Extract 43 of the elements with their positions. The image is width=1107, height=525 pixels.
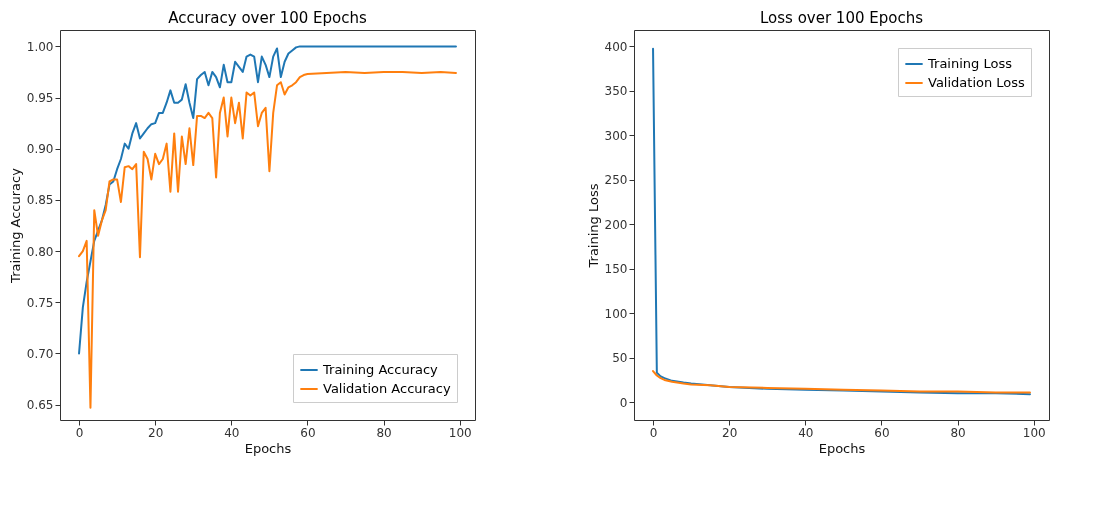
y-tick-label: 0 [619,395,628,410]
chart-title: Loss over 100 Epochs [759,9,924,27]
line-series [78,45,457,355]
x-tick-label: 40 [224,425,240,440]
y-tick-label: 0.90 [26,142,54,157]
x-tick-label: 0 [75,425,84,440]
y-tick-label: 100 [604,306,628,321]
x-tick-label: 80 [376,425,392,440]
x-axis-title: Epochs [818,440,866,456]
x-tick-label: 20 [148,425,164,440]
y-tick-label: 1.00 [26,39,54,54]
y-tick-label: 200 [604,217,628,232]
y-tick-label: 0.75 [26,295,54,310]
x-tick-label: 100 [448,425,472,440]
y-tick-label: 0.80 [26,244,54,259]
legend-label: Training Accuracy [322,362,439,377]
y-tick-label: 400 [604,39,628,54]
y-tick-label: 350 [604,84,628,99]
x-tick-label: 60 [874,425,890,440]
x-axis-title: Epochs [244,440,292,456]
chart-title: Accuracy over 100 Epochs [168,9,367,27]
x-tick-label: 80 [950,425,966,440]
x-tick-label: 20 [722,425,738,440]
y-tick-label: 150 [604,262,628,277]
y-tick-label: 0.95 [26,91,54,106]
x-tick-label: 60 [300,425,316,440]
y-tick-label: 50 [612,351,628,366]
line-series [78,70,457,409]
y-tick-label: 300 [604,128,628,143]
legend-label: Validation Accuracy [323,381,451,396]
x-tick-label: 100 [1022,425,1046,440]
x-tick-label: 40 [798,425,814,440]
y-tick-label: 0.85 [26,193,54,208]
y-axis-title: Training Loss [585,183,601,269]
y-tick-label: 0.65 [26,398,54,413]
line-series [652,47,1031,396]
legend-label: Training Loss [927,56,1013,71]
x-tick-label: 0 [649,425,658,440]
y-tick-label: 250 [604,173,628,188]
legend-label: Validation Loss [928,75,1026,90]
y-axis-title: Training Accuracy [7,167,23,284]
line-series [652,370,1031,394]
y-tick-label: 0.70 [26,346,54,361]
